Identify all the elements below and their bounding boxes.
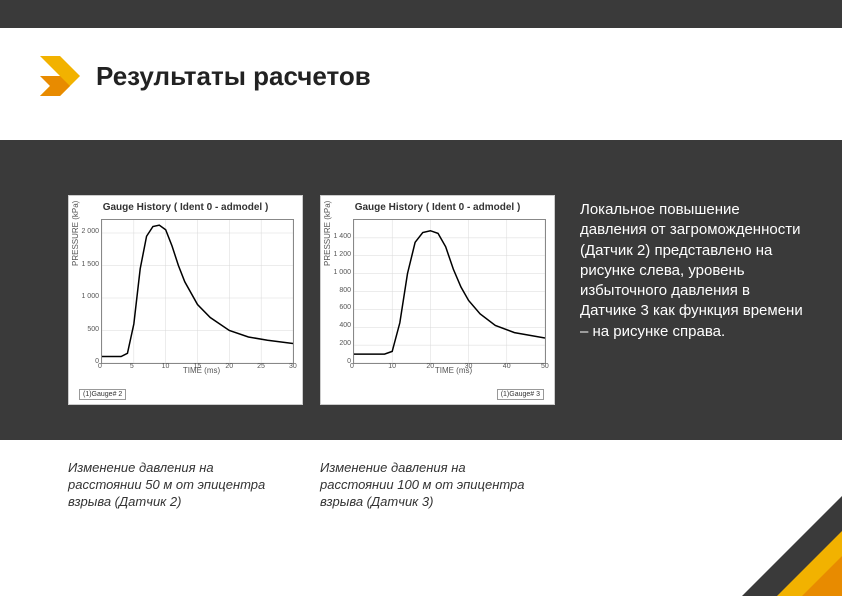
chevron-icon bbox=[40, 56, 80, 96]
chart2-legend: (1)Gauge# 3 bbox=[497, 389, 544, 400]
chart2-xlabel: TIME (ms) bbox=[353, 366, 554, 375]
top-bar bbox=[0, 0, 842, 28]
chart1-legend: (1)Gauge# 2 bbox=[79, 389, 126, 400]
chart2-ylabel: PRESSURE (kPa) bbox=[323, 201, 332, 266]
chart2-title: Gauge History ( Ident 0 - admodel ) bbox=[321, 196, 554, 215]
title-row: Результаты расчетов bbox=[40, 56, 371, 96]
page-title: Результаты расчетов bbox=[96, 61, 371, 92]
description-text: Локальное повышение давления от загромож… bbox=[580, 200, 810, 342]
corner-decoration bbox=[662, 496, 842, 596]
chart-gauge-3: Gauge History ( Ident 0 - admodel ) PRES… bbox=[320, 195, 555, 405]
caption-chart1: Изменение давления на расстоянии 50 м от… bbox=[68, 460, 288, 511]
chart1-ylabel: PRESSURE (kPa) bbox=[71, 201, 80, 266]
chart1-plot bbox=[101, 219, 294, 364]
caption-chart2: Изменение давления на расстоянии 100 м о… bbox=[320, 460, 540, 511]
chart2-plot bbox=[353, 219, 546, 364]
chart-gauge-2: Gauge History ( Ident 0 - admodel ) PRES… bbox=[68, 195, 303, 405]
chart1-title: Gauge History ( Ident 0 - admodel ) bbox=[69, 196, 302, 215]
